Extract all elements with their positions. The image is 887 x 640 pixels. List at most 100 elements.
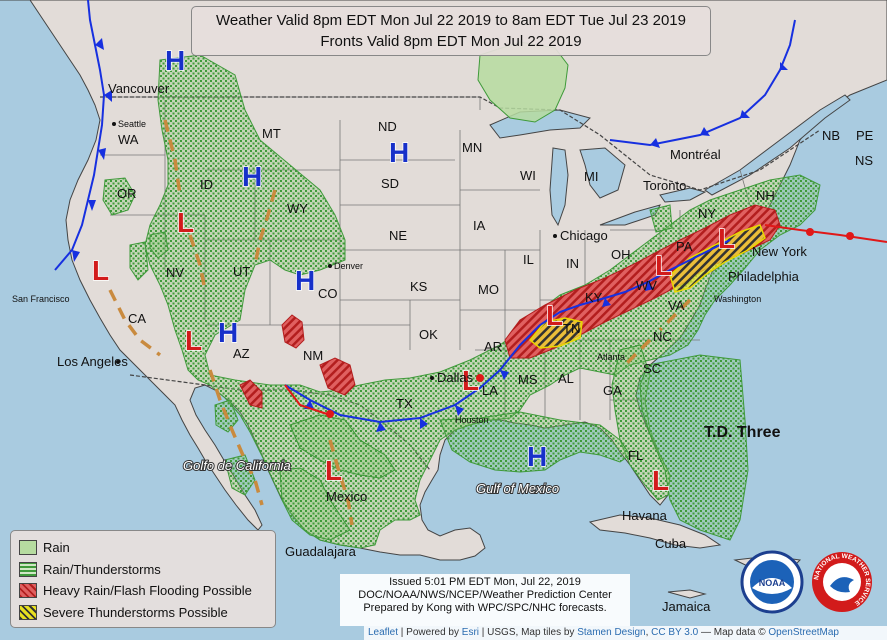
low-pressure-centers: L L L L L L L L L [91, 206, 736, 497]
issuing-office: DOC/NOAA/NWS/NCEP/Weather Prediction Cen… [358, 589, 612, 601]
state-label: TN [563, 321, 580, 336]
city-label: Mexico [326, 489, 367, 504]
state-labels: WA OR ID MT WY NV UT CA AZ CO NM ND SD N… [117, 119, 874, 463]
state-label: WY [287, 201, 308, 216]
legend-label: Severe Thunderstorms Possible [43, 604, 228, 620]
state-label: NH [756, 188, 775, 203]
city-dot [430, 376, 434, 380]
city-dot [328, 264, 332, 268]
city-label: Denver [334, 261, 363, 271]
high-center: H [165, 45, 185, 76]
thunderstorm-areas [102, 54, 821, 549]
city-dot [116, 360, 120, 364]
fronts-valid-line: Fronts Valid 8pm EDT Mon Jul 22 2019 [320, 33, 582, 50]
leaflet-link[interactable]: Leaflet [368, 627, 399, 638]
city-label: Philadelphia [728, 269, 800, 284]
state-label: ND [378, 119, 397, 134]
legend-label: Rain [43, 540, 70, 556]
state-label: WI [520, 168, 536, 183]
state-label: NE [389, 228, 407, 243]
state-label: IA [473, 218, 486, 233]
city-label: Guadalajara [285, 544, 357, 559]
warm-fronts [284, 224, 887, 416]
low-center: L [655, 250, 672, 281]
state-label: MT [262, 126, 281, 141]
state-label: PE [856, 128, 874, 143]
st-lawrence [704, 94, 851, 196]
low-center: L [652, 465, 669, 496]
state-label: ID [200, 177, 213, 192]
state-label: VA [668, 298, 685, 313]
high-center: H [218, 317, 238, 348]
water-labels: Golfo de California Gulf of Mexico [182, 457, 560, 497]
low-center: L [177, 207, 194, 238]
state-label: AZ [233, 346, 250, 361]
high-pressure-centers: H H H H H H [164, 44, 548, 473]
high-center: H [389, 137, 409, 168]
legend-item-rain: Rain [19, 537, 267, 559]
city-label: Cuba [655, 536, 687, 551]
state-label: MO [478, 282, 499, 297]
state-label: OR [117, 186, 137, 201]
state-label: UT [233, 264, 250, 279]
nws-logo[interactable]: NATIONAL WEATHER SERVICE [810, 550, 874, 614]
water-label: Golfo de California [183, 458, 291, 473]
high-center: H [242, 161, 262, 192]
state-label: SD [381, 176, 399, 191]
state-label: AL [558, 371, 574, 386]
lake-huron [579, 147, 626, 199]
city-label: Havana [622, 508, 668, 523]
legend-item-severe: Severe Thunderstorms Possible [19, 602, 267, 624]
city-label: Dallas [437, 370, 474, 385]
lake-michigan [549, 147, 569, 227]
valid-time-line: Weather Valid 8pm EDT Mon Jul 22 2019 to… [216, 12, 686, 29]
city-label: San Francisco [12, 294, 70, 304]
severe-swatch [19, 604, 37, 620]
state-label: MI [584, 169, 598, 184]
low-center: L [546, 300, 563, 331]
legend-label: Rain/Thunderstorms [43, 561, 161, 577]
legend-item-thunderstorms: Rain/Thunderstorms [19, 559, 267, 581]
city-label: New York [752, 244, 807, 259]
state-label: NY [698, 206, 716, 221]
high-center: H [527, 441, 547, 472]
high-center: H [295, 265, 315, 296]
low-center: L [718, 223, 735, 254]
osm-link[interactable]: OpenStreetMap [768, 627, 839, 638]
state-label: CO [318, 286, 338, 301]
heavy-rain-swatch [19, 583, 37, 599]
severe-areas [528, 224, 766, 349]
city-dot [112, 122, 116, 126]
low-center: L [185, 325, 202, 356]
state-label: TX [396, 396, 413, 411]
city-label: Jamaica [662, 599, 711, 614]
ccby-link[interactable]: CC BY 3.0 [651, 627, 699, 638]
stamen-link[interactable]: Stamen Design [577, 627, 646, 638]
cold-front-barbs [72, 38, 788, 432]
issued-time: Issued 5:01 PM EDT Mon, Jul 22, 2019 [389, 576, 581, 588]
state-label: WV [636, 278, 657, 293]
attribution-text: , [645, 627, 652, 638]
water-label: Gulf of Mexico [476, 481, 559, 496]
warm-front-bumps [326, 228, 854, 418]
lake-ontario [659, 187, 707, 203]
esri-link[interactable]: Esri [461, 627, 480, 638]
noaa-logo[interactable]: NOAA [740, 550, 804, 614]
low-center: L [92, 255, 109, 286]
low-center: L [462, 365, 479, 396]
city-label: Seattle [118, 119, 146, 129]
state-label: OH [611, 247, 631, 262]
city-labels: Vancouver Seattle San Francisco Los Ange… [12, 81, 807, 614]
city-label: Vancouver [108, 81, 170, 96]
issuance-box: Issued 5:01 PM EDT Mon, Jul 22, 2019 DOC… [340, 574, 630, 626]
state-label: WA [118, 132, 139, 147]
city-label: Montréal [670, 147, 721, 162]
prepared-by: Prepared by Kong with WPC/SPC/NHC foreca… [363, 602, 607, 614]
state-label: NC [653, 329, 672, 344]
state-label: CA [128, 311, 146, 326]
city-label: Atlanta [597, 352, 625, 362]
storm-label: T.D. Three [704, 424, 781, 441]
city-label: Chicago [560, 228, 608, 243]
state-label: NM [303, 348, 323, 363]
